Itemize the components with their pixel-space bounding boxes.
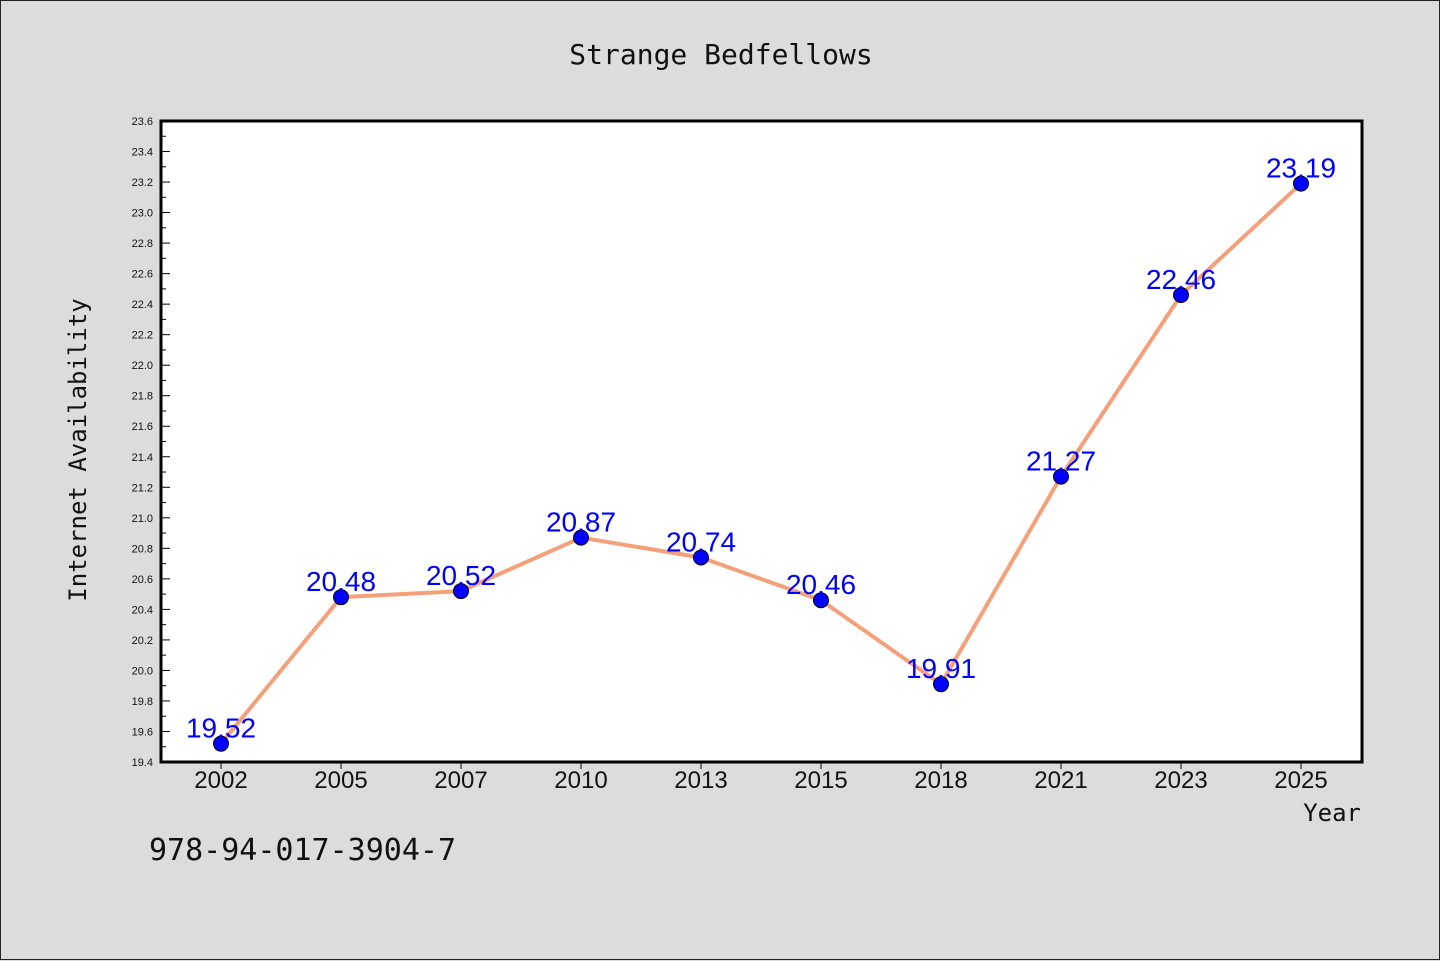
data-point	[933, 676, 949, 693]
y-tick-label: 20.8	[132, 543, 153, 555]
y-tick-label: 22.2	[132, 330, 153, 342]
x-tick-label: 2025	[1274, 767, 1327, 794]
series-line-layer	[219, 181, 1303, 746]
data-point	[1173, 286, 1189, 303]
y-axis-label: Internet Availability	[64, 298, 92, 601]
data-point	[213, 735, 229, 752]
data-label: 21.27	[1026, 446, 1096, 477]
data-label-layer: 19.52 20.48 20.52 20.87 20.74 20.46 19.91 21.27…	[186, 153, 1336, 744]
data-label: 19.52	[186, 713, 256, 744]
footer-code: 978-94-017-3904-7	[149, 833, 457, 868]
x-tick-label: 2018	[914, 767, 967, 794]
y-tick-label: 22.4	[132, 299, 153, 311]
data-label: 20.87	[546, 507, 616, 538]
data-label: 23.19	[1266, 153, 1336, 184]
y-tick-label: 19.4	[132, 757, 153, 769]
y-tick-label: 22.6	[132, 269, 153, 281]
x-tick-label: 2010	[554, 767, 607, 794]
chart-title: Strange Bedfellows	[569, 38, 872, 71]
data-point	[1053, 468, 1069, 485]
y-tick-label: 19.6	[132, 726, 153, 738]
data-point	[813, 592, 829, 609]
y-tick-label: 22.8	[132, 238, 153, 250]
x-axis-label: Year	[1303, 799, 1361, 827]
y-tick-label: 23.0	[132, 208, 153, 220]
data-point	[1293, 175, 1309, 192]
y-tick-label: 21.6	[132, 421, 153, 433]
x-tick-label: 2013	[674, 767, 727, 794]
marker-layer	[213, 175, 1309, 752]
y-axis: 19.4 19.6 19.8 20.0 20.2 20.4 20.6 20.8 21.0 21.2…	[132, 116, 170, 769]
x-tick-label: 2021	[1034, 767, 1087, 794]
data-label: 22.46	[1146, 264, 1216, 295]
y-tick-label: 19.8	[132, 696, 153, 708]
data-label: 19.91	[906, 653, 976, 684]
data-label: 20.48	[306, 566, 376, 597]
y-tick-label: 20.4	[132, 604, 153, 616]
data-label: 20.74	[666, 526, 736, 557]
x-tick-label: 2007	[434, 767, 487, 794]
y-tick-label: 21.8	[132, 391, 153, 403]
y-tick-label: 23.6	[132, 116, 153, 128]
data-point	[693, 549, 709, 566]
y-tick-label: 21.0	[132, 513, 153, 525]
x-tick-label: 2005	[314, 767, 367, 794]
y-tick-label: 23.2	[132, 177, 153, 189]
y-tick-label: 21.2	[132, 482, 153, 494]
y-tick-label: 23.4	[132, 147, 153, 159]
x-tick-label: 2015	[794, 767, 847, 794]
x-axis: 2002 2005 2007 2010 2013 2015 2018 2021 2023 2025	[194, 762, 1328, 794]
series-line	[219, 181, 1303, 746]
data-point	[453, 583, 469, 600]
x-tick-label: 2002	[194, 767, 247, 794]
y-tick-label: 20.2	[132, 635, 153, 647]
y-tick-label: 21.4	[132, 452, 153, 464]
y-tick-label: 20.0	[132, 665, 153, 677]
y-tick-label: 20.6	[132, 574, 153, 586]
data-label: 20.52	[426, 560, 496, 591]
data-point	[333, 589, 349, 606]
data-point	[573, 529, 589, 546]
x-tick-label: 2023	[1154, 767, 1207, 794]
data-label: 20.46	[786, 569, 856, 600]
plot-area	[159, 119, 1364, 764]
y-tick-label: 22.0	[132, 360, 153, 372]
